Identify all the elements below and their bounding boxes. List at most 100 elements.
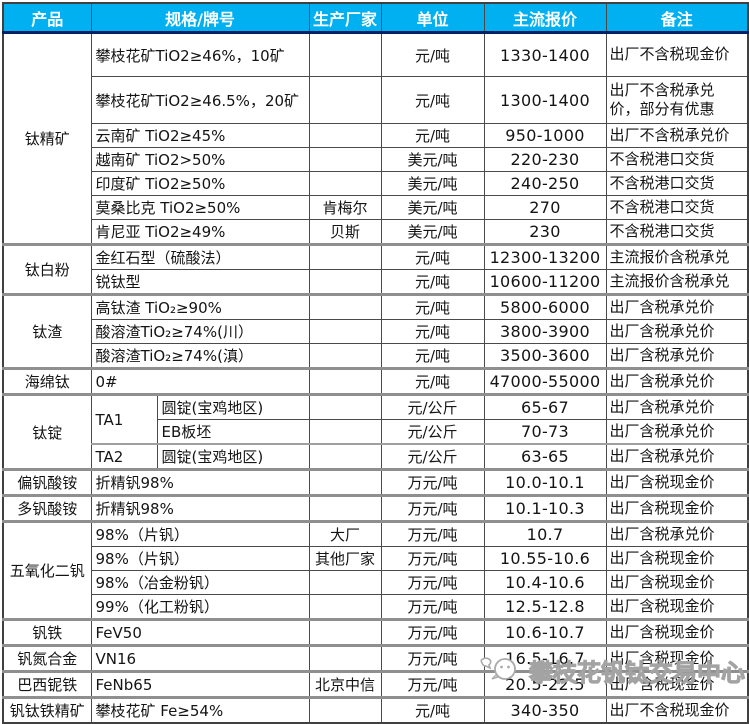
- spec-cell: FeV50: [90, 618, 310, 646]
- manufacturer-cell: [308, 644, 382, 672]
- price-cell: 10600-11200: [483, 269, 607, 295]
- spec-cell: 肯尼亚 TiO2≥49%: [90, 219, 310, 245]
- note-cell: 出厂含税承兑价: [605, 419, 749, 445]
- note-cell: 出厂含税承兑价: [605, 319, 749, 344]
- spec-cell: 高钛渣 TiO₂≥90%: [90, 293, 310, 320]
- spec-cell: 酸溶渣TiO₂≥74%(滇）: [90, 343, 310, 369]
- unit-cell: 元/吨: [380, 243, 485, 270]
- note-cell: 不含税港口交货: [605, 171, 749, 196]
- spec-cell: 0#: [90, 367, 310, 395]
- manufacturer-cell: [308, 618, 382, 646]
- table-row: 莫桑比克 TiO2≥50% 肯梅尔 美元/吨 270 不含税港口交货: [3, 195, 749, 220]
- product-cell: 钒铁: [2, 618, 92, 646]
- note-cell: 不含税港口交货: [605, 219, 749, 245]
- unit-cell: 元/吨: [380, 293, 485, 320]
- table-row: 98%（片钒） 其他厂家 万元/吨 10.55-10.6 出厂含税现金价: [3, 546, 749, 571]
- table-row: 攀枝花矿TiO2≥46.5%，20矿 元/吨 1300-1400 出厂不含税承兑…: [3, 76, 749, 124]
- note-cell: 不含税港口交货: [605, 147, 749, 172]
- spec-cell: 锐钛型: [90, 269, 310, 295]
- price-cell: 10.6-10.7: [483, 618, 607, 646]
- manufacturer-cell: [308, 171, 382, 196]
- price-cell: 10.4-10.6: [483, 570, 607, 595]
- note-cell: 主流报价含税承兑: [605, 269, 749, 295]
- price-cell: 65-67: [483, 393, 607, 420]
- price-cell: 12.5-12.8: [483, 594, 607, 620]
- unit-cell: 美元/吨: [380, 147, 485, 172]
- unit-cell: 美元/吨: [380, 219, 485, 245]
- manufacturer-cell: [308, 570, 382, 595]
- table-row: 钒铁 FeV50 万元/吨 10.6-10.7 出厂含税现金价: [2, 618, 749, 646]
- spec-cell: 98%（冶金粉钒）: [90, 570, 310, 595]
- manufacturer-cell: [308, 147, 382, 172]
- price-cell: 63-65: [483, 443, 607, 470]
- table-row: 酸溶渣TiO₂≥74%(滇） 元/吨 3500-3600 出厂含税承兑价: [3, 343, 749, 369]
- unit-cell: 万元/吨: [380, 546, 485, 571]
- spec-sub-cell: EB板坯: [156, 419, 310, 445]
- table-row: 巴西铌铁 FeNb65 北京中信 万元/吨 20.5-22.5 出厂含税现金价: [2, 670, 749, 698]
- table-row: 海绵钛 0# 元/吨 47000-55000 出厂含税承兑价: [2, 367, 749, 395]
- watermark: 攀枝花钒钛交易中心: [478, 653, 746, 688]
- note-cell: 出厂不含税承兑价，部分有优惠: [605, 76, 749, 124]
- price-cell: 1330-1400: [483, 32, 607, 77]
- product-cell: 巴西铌铁: [2, 670, 92, 698]
- note-cell: 出厂含税现金价: [605, 494, 749, 522]
- table-header: 产品 规格/牌号 生产厂家 单位 主流报价 备注: [2, 2, 749, 34]
- col-header-note: 备注: [605, 2, 749, 34]
- manufacturer-cell: [308, 319, 382, 344]
- note-cell: 出厂含税承兑价: [605, 393, 749, 420]
- table-row: 98%（冶金粉钒） 万元/吨 10.4-10.6 出厂含税现金价: [3, 570, 749, 595]
- price-cell: 230: [483, 219, 607, 245]
- table-row: 云南矿 TiO2≥45% 元/吨 950-1000 出厂不含税承兑价: [3, 123, 749, 148]
- note-cell: 出厂含税现金价: [605, 594, 749, 620]
- price-cell: 3500-3600: [483, 343, 607, 369]
- price-cell: 3800-3900: [483, 319, 607, 344]
- table-row: 印度矿 TiO2≥50% 美元/吨 240-250 不含税港口交货: [3, 171, 749, 196]
- price-cell: 10.55-10.6: [483, 546, 607, 571]
- manufacturer-cell: [308, 243, 382, 270]
- unit-cell: 美元/吨: [380, 195, 485, 220]
- manufacturer-cell: [308, 468, 382, 496]
- col-header-spec: 规格/牌号: [90, 2, 310, 34]
- watermark-text: 攀枝花钒钛交易中心: [529, 659, 746, 688]
- spec-cell: 印度矿 TiO2≥50%: [90, 171, 310, 196]
- spec-cell: 99%（化工粉钒）: [90, 594, 310, 620]
- note-cell: 出厂含税承兑价: [605, 343, 749, 369]
- price-cell: 240-250: [483, 171, 607, 196]
- spec-cell: 云南矿 TiO2≥45%: [90, 123, 310, 148]
- unit-cell: 万元/吨: [380, 594, 485, 620]
- note-cell: 出厂含税承兑价: [605, 520, 749, 547]
- product-cell: 钒钛铁精矿: [2, 696, 92, 724]
- table-row: TA2 圆锭(宝鸡地区) 元/公斤 63-65 出厂含税承兑价: [3, 443, 749, 470]
- spec-cell: 攀枝花矿 Fe≥54%: [90, 696, 310, 724]
- table-row: 99%（化工粉钒） 万元/吨 12.5-12.8 出厂含税现金价: [3, 594, 749, 620]
- note-cell: 出厂不含税现金价: [605, 696, 749, 724]
- manufacturer-cell: 肯梅尔: [308, 195, 382, 220]
- price-cell: 950-1000: [483, 123, 607, 148]
- note-cell: 出厂含税承兑价: [605, 443, 749, 470]
- unit-cell: 元/吨: [380, 269, 485, 295]
- note-cell: 出厂含税承兑价: [605, 293, 749, 320]
- spec-cell: 攀枝花矿TiO2≥46.5%，20矿: [90, 76, 310, 124]
- col-header-price: 主流报价: [483, 2, 607, 34]
- unit-cell: 元/吨: [380, 696, 485, 724]
- product-cell: 五氧化二钒: [2, 520, 92, 620]
- spec-sub-cell: 圆锭(宝鸡地区): [156, 393, 310, 420]
- spec-cell: 98%（片钒）: [90, 546, 310, 571]
- product-cell: 钛渣: [2, 293, 92, 369]
- table-row: 越南矿 TiO2>50% 美元/吨 220-230 不含税港口交货: [3, 147, 749, 172]
- col-header-manufacturer: 生产厂家: [308, 2, 382, 34]
- unit-cell: 万元/吨: [380, 670, 485, 698]
- price-cell: 12300-13200: [483, 243, 607, 270]
- spec-cell: VN16: [90, 644, 310, 672]
- spec-cell: 酸溶渣TiO₂≥74%(川）: [90, 319, 310, 344]
- col-header-unit: 单位: [380, 2, 485, 34]
- spec-cell: 越南矿 TiO2>50%: [90, 147, 310, 172]
- manufacturer-cell: 其他厂家: [308, 546, 382, 571]
- manufacturer-cell: 北京中信: [308, 670, 382, 698]
- note-cell: 出厂不含税现金价: [605, 32, 749, 77]
- manufacturer-cell: [308, 393, 382, 420]
- spec-sub-cell: 圆锭(宝鸡地区): [156, 443, 310, 470]
- note-cell: 出厂含税现金价: [605, 618, 749, 646]
